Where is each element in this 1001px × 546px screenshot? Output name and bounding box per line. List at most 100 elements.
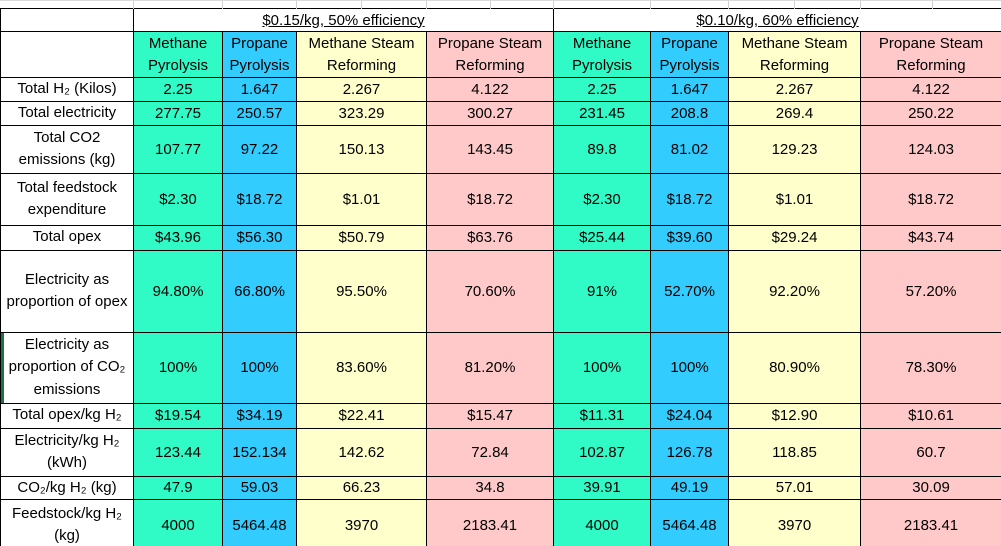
- value-cell[interactable]: $18.72: [425, 172, 555, 226]
- value-cell[interactable]: 83.60%: [296, 331, 427, 404]
- value-cell[interactable]: $12.90: [728, 402, 862, 429]
- value-cell[interactable]: 2.25: [553, 77, 652, 102]
- value-cell[interactable]: 300.27: [425, 100, 555, 126]
- corner-cell[interactable]: [0, 8, 134, 32]
- value-cell[interactable]: $39.60: [650, 224, 730, 251]
- value-cell[interactable]: 100%: [133, 331, 223, 404]
- value-cell[interactable]: 129.23: [728, 124, 862, 174]
- value-cell[interactable]: 2183.41: [860, 499, 1001, 546]
- value-cell[interactable]: 100%: [553, 331, 652, 404]
- value-cell[interactable]: $1.01: [296, 172, 427, 226]
- value-cell[interactable]: 150.13: [296, 124, 427, 174]
- value-cell[interactable]: 250.22: [860, 100, 1001, 126]
- value-cell[interactable]: $2.30: [133, 172, 223, 226]
- value-cell[interactable]: $2.30: [553, 172, 652, 226]
- row-label-cell[interactable]: Total CO2 emissions (kg): [0, 124, 134, 174]
- value-cell[interactable]: $11.31: [553, 402, 652, 429]
- value-cell[interactable]: 2.267: [296, 77, 427, 102]
- value-cell[interactable]: 89.8: [553, 124, 652, 174]
- value-cell[interactable]: 123.44: [133, 427, 223, 477]
- value-cell[interactable]: 72.84: [425, 427, 555, 477]
- value-cell[interactable]: $29.24: [728, 224, 862, 251]
- value-cell[interactable]: $50.79: [296, 224, 427, 251]
- value-cell[interactable]: 81.20%: [425, 331, 555, 404]
- value-cell[interactable]: 5464.48: [222, 499, 297, 546]
- value-cell[interactable]: 91%: [553, 249, 652, 333]
- value-cell[interactable]: 60.7: [860, 427, 1001, 477]
- value-cell[interactable]: 95.50%: [296, 249, 427, 333]
- value-cell[interactable]: 1.647: [222, 77, 297, 102]
- value-cell[interactable]: 100%: [222, 331, 297, 404]
- value-cell[interactable]: $10.61: [860, 402, 1001, 429]
- row-label-cell[interactable]: Electricity as proportion of opex: [0, 249, 134, 333]
- row-label-cell[interactable]: Total feedstock expenditure: [0, 172, 134, 226]
- value-cell[interactable]: 2.267: [728, 77, 862, 102]
- value-cell[interactable]: 57.01: [728, 475, 862, 500]
- row-label-cell[interactable]: CO₂/kg H₂ (kg): [0, 475, 134, 500]
- value-cell[interactable]: $56.30: [222, 224, 297, 251]
- value-cell[interactable]: 4.122: [425, 77, 555, 102]
- value-cell[interactable]: 81.02: [650, 124, 730, 174]
- value-cell[interactable]: 4000: [133, 499, 223, 546]
- value-cell[interactable]: 57.20%: [860, 249, 1001, 333]
- row-label-cell[interactable]: Feedstock/kg H₂ (kg): [0, 499, 134, 546]
- value-cell[interactable]: $15.47: [425, 402, 555, 429]
- value-cell[interactable]: 4.122: [860, 77, 1001, 102]
- value-cell[interactable]: $18.72: [860, 172, 1001, 226]
- value-cell[interactable]: 3970: [296, 499, 427, 546]
- row-label-cell[interactable]: Total opex/kg H₂: [0, 402, 134, 429]
- value-cell[interactable]: $43.96: [133, 224, 223, 251]
- row-label-cell[interactable]: Total H₂ (Kilos): [0, 77, 134, 102]
- value-cell[interactable]: 66.23: [296, 475, 427, 500]
- value-cell[interactable]: 78.30%: [860, 331, 1001, 404]
- value-cell[interactable]: 94.80%: [133, 249, 223, 333]
- value-cell[interactable]: 59.03: [222, 475, 297, 500]
- method-header-methane-steam-reforming[interactable]: Methane Steam Reforming: [728, 31, 862, 78]
- value-cell[interactable]: 34.8: [425, 475, 555, 500]
- value-cell[interactable]: 250.57: [222, 100, 297, 126]
- value-cell[interactable]: 4000: [553, 499, 652, 546]
- value-cell[interactable]: $34.19: [222, 402, 297, 429]
- value-cell[interactable]: 152.134: [222, 427, 297, 477]
- value-cell[interactable]: 143.45: [425, 124, 555, 174]
- value-cell[interactable]: 269.4: [728, 100, 862, 126]
- value-cell[interactable]: 231.45: [553, 100, 652, 126]
- corner-cell[interactable]: [0, 31, 134, 78]
- value-cell[interactable]: 5464.48: [650, 499, 730, 546]
- row-label-cell[interactable]: Total opex: [0, 224, 134, 251]
- value-cell[interactable]: 118.85: [728, 427, 862, 477]
- value-cell[interactable]: 47.9: [133, 475, 223, 500]
- value-cell[interactable]: 3970: [728, 499, 862, 546]
- value-cell[interactable]: 107.77: [133, 124, 223, 174]
- value-cell[interactable]: 100%: [650, 331, 730, 404]
- method-header-propane-pyrolysis[interactable]: Propane Pyrolysis: [650, 31, 730, 78]
- value-cell[interactable]: 126.78: [650, 427, 730, 477]
- value-cell[interactable]: 39.91: [553, 475, 652, 500]
- value-cell[interactable]: 142.62: [296, 427, 427, 477]
- value-cell[interactable]: 30.09: [860, 475, 1001, 500]
- value-cell[interactable]: 277.75: [133, 100, 223, 126]
- method-header-methane-steam-reforming[interactable]: Methane Steam Reforming: [296, 31, 427, 78]
- value-cell[interactable]: $18.72: [222, 172, 297, 226]
- row-label-cell[interactable]: Electricity as proportion of CO₂ emissio…: [0, 331, 134, 404]
- value-cell[interactable]: 2.25: [133, 77, 223, 102]
- value-cell[interactable]: $63.76: [425, 224, 555, 251]
- value-cell[interactable]: 52.70%: [650, 249, 730, 333]
- value-cell[interactable]: 97.22: [222, 124, 297, 174]
- scenario-header-2[interactable]: $0.10/kg, 60% efficiency: [553, 8, 1001, 32]
- method-header-methane-pyrolysis[interactable]: Methane Pyrolysis: [553, 31, 652, 78]
- value-cell[interactable]: $1.01: [728, 172, 862, 226]
- row-label-cell[interactable]: Total electricity: [0, 100, 134, 126]
- method-header-propane-pyrolysis[interactable]: Propane Pyrolysis: [222, 31, 297, 78]
- value-cell[interactable]: $25.44: [553, 224, 652, 251]
- value-cell[interactable]: 323.29: [296, 100, 427, 126]
- value-cell[interactable]: 1.647: [650, 77, 730, 102]
- value-cell[interactable]: 70.60%: [425, 249, 555, 333]
- value-cell[interactable]: $19.54: [133, 402, 223, 429]
- value-cell[interactable]: $18.72: [650, 172, 730, 226]
- scenario-header-1[interactable]: $0.15/kg, 50% efficiency: [132, 8, 555, 32]
- value-cell[interactable]: 124.03: [860, 124, 1001, 174]
- value-cell[interactable]: 92.20%: [728, 249, 862, 333]
- value-cell[interactable]: 2183.41: [425, 499, 555, 546]
- value-cell[interactable]: $22.41: [296, 402, 427, 429]
